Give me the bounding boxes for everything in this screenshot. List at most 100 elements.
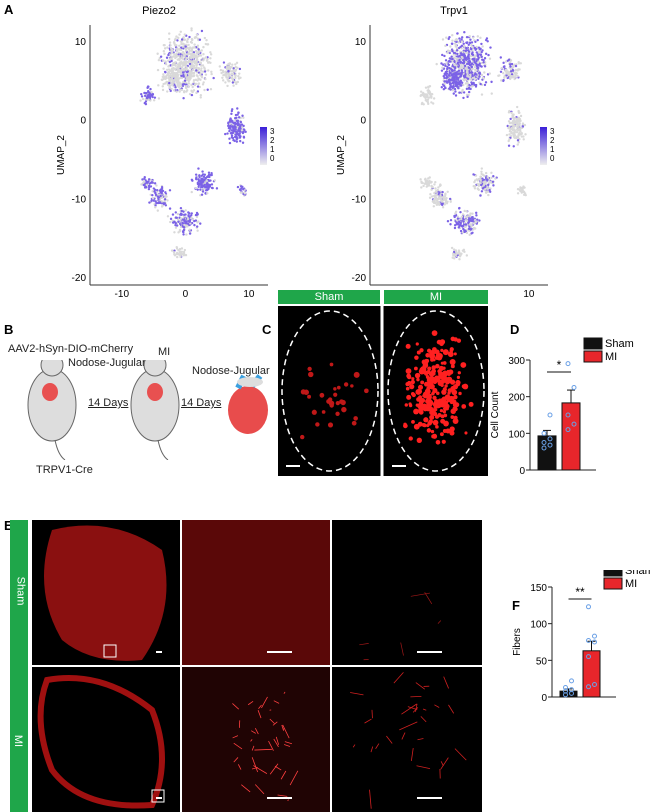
neuron-dot <box>405 343 411 349</box>
neuron-dot <box>435 439 441 445</box>
cell-dot <box>238 188 242 191</box>
neuron-dot <box>439 432 444 437</box>
cell-dot <box>209 53 213 56</box>
cell-dot <box>174 61 177 64</box>
cell-dot <box>515 128 519 131</box>
cell-dot <box>479 53 483 57</box>
cell-dot <box>189 40 193 44</box>
cell-dot <box>231 81 235 84</box>
neuron-dot <box>336 385 341 390</box>
fiber <box>261 696 268 709</box>
cell-dot <box>230 129 234 132</box>
cell-dot <box>469 87 472 91</box>
fiber <box>232 735 239 739</box>
cell-dot <box>510 126 513 130</box>
neuron-dot <box>307 394 312 399</box>
fiber <box>350 692 364 696</box>
cell-dot <box>203 88 206 92</box>
data-point <box>547 412 553 418</box>
y-tick: -20 <box>352 273 367 284</box>
cell-dot <box>444 64 447 68</box>
cell-dot <box>475 69 478 72</box>
cell-dot <box>195 177 198 181</box>
cell-dot <box>450 246 454 250</box>
cell-dot <box>219 68 223 72</box>
cell-dot <box>182 226 186 229</box>
cell-dot <box>437 186 440 189</box>
cell-dot <box>476 38 479 42</box>
x-tick: -10 <box>115 289 130 300</box>
cell-dot <box>465 47 468 50</box>
cell-dot <box>480 183 483 187</box>
cell-dot <box>194 173 198 176</box>
cell-dot <box>171 48 174 52</box>
cell-dot <box>166 72 170 75</box>
cell-dot <box>441 66 444 69</box>
cell-dot <box>186 222 189 226</box>
cell-dot <box>163 202 167 205</box>
virus-label: AAV2-hSyn-DIO-mCherry <box>8 343 134 355</box>
cell-dot <box>499 56 502 59</box>
y-tick-label: 50 <box>536 656 548 667</box>
cell-dot <box>445 80 448 83</box>
significance-label: * <box>557 358 562 372</box>
cell-dot <box>456 217 460 220</box>
cell-dot <box>228 137 231 140</box>
cell-dot <box>440 62 443 65</box>
cell-dot <box>242 116 245 119</box>
cell-dot <box>467 66 471 69</box>
cell-dot <box>461 213 465 216</box>
cell-dot <box>470 232 473 235</box>
neuron-dot <box>426 369 431 375</box>
neuron-dot <box>461 404 467 409</box>
neuron-dot <box>426 382 433 389</box>
cell-dot <box>160 185 164 189</box>
cell-dot <box>140 183 143 186</box>
cell-dot <box>470 85 473 88</box>
cell-dot <box>227 69 230 73</box>
cell-dot <box>175 224 179 227</box>
cell-dot <box>145 181 149 184</box>
cell-dot <box>512 113 515 116</box>
cell-dot <box>150 199 153 202</box>
cell-dot <box>486 178 489 181</box>
cell-dot <box>204 56 208 59</box>
fiber <box>287 799 289 802</box>
cell-dot <box>198 85 202 89</box>
cell-dot <box>468 229 471 232</box>
cell-dot <box>178 48 182 51</box>
cell-dot <box>194 35 197 39</box>
fiber <box>440 761 444 767</box>
cell-dot <box>430 184 433 188</box>
cell-dot <box>188 72 192 75</box>
cell-dot <box>182 230 185 234</box>
cell-dot <box>446 190 449 194</box>
cell-dot <box>480 55 483 59</box>
cell-dot <box>478 75 481 78</box>
cell-dot <box>182 254 186 257</box>
cell-dot <box>182 250 186 254</box>
cell-dot <box>451 57 454 61</box>
cell-dot <box>193 219 196 223</box>
neuron-dot <box>440 418 446 424</box>
neuron-dot <box>405 368 412 374</box>
cell-dot <box>201 173 205 176</box>
cell-dot <box>474 40 477 43</box>
panel-label-b: B <box>4 322 14 337</box>
cell-dot <box>233 122 237 125</box>
fiber <box>437 620 442 624</box>
cell-dot <box>234 128 237 131</box>
cell-dot <box>425 96 429 99</box>
cell-dot <box>192 52 196 56</box>
cell-dot <box>461 224 465 228</box>
cell-dot <box>201 59 205 62</box>
cell-dot <box>421 91 425 95</box>
cell-dot <box>187 215 190 218</box>
cell-dot <box>481 45 484 48</box>
neuron-dot <box>447 388 453 393</box>
cell-dot <box>511 66 514 69</box>
cell-dot <box>458 91 461 94</box>
cell-dot <box>453 64 457 67</box>
cell-dot <box>188 49 192 52</box>
cell-dot <box>449 218 453 222</box>
